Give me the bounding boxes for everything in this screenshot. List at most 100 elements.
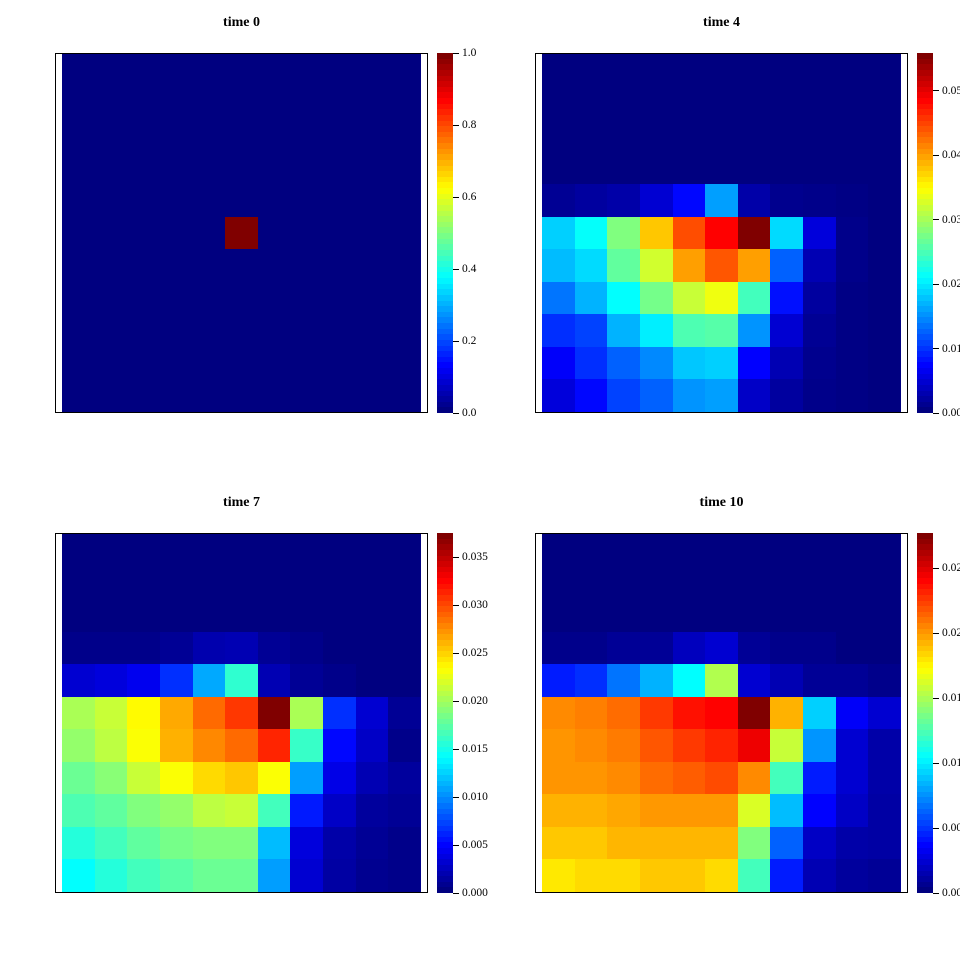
heatmap-cell bbox=[257, 151, 291, 185]
heatmap-cell bbox=[574, 281, 608, 315]
heatmap-cell bbox=[803, 151, 836, 185]
heatmap-cell bbox=[388, 54, 421, 87]
heatmap-cell bbox=[94, 379, 128, 412]
heatmap-cell bbox=[127, 216, 160, 250]
heatmap-cell bbox=[639, 314, 673, 347]
heatmap-cell bbox=[607, 761, 640, 795]
heatmap-cell bbox=[225, 314, 258, 347]
heatmap-cell bbox=[159, 184, 193, 217]
heatmap-cell bbox=[672, 249, 706, 282]
colorbar-band bbox=[437, 718, 453, 725]
heatmap-cell bbox=[62, 379, 95, 412]
colorbar-band bbox=[437, 606, 453, 612]
colorbar-band bbox=[917, 662, 933, 668]
colorbar-tick bbox=[453, 652, 459, 654]
panel-time-7: time 7 0.035 0.030 0.025 0.020 0.015 0.010 0.0… bbox=[0, 480, 488, 960]
heatmap-cell bbox=[770, 859, 804, 892]
colorbar-band bbox=[917, 199, 933, 205]
heatmap-cell bbox=[835, 566, 869, 600]
heatmap-cell bbox=[803, 696, 836, 730]
heatmap-cell bbox=[835, 631, 869, 665]
colorbar-band bbox=[917, 623, 933, 629]
heatmap-cell bbox=[705, 151, 738, 185]
heatmap-cell bbox=[355, 119, 389, 152]
panel-time-10: time 10 0.025 0.020 0.015 0.010 0.005 0.000 bbox=[480, 480, 960, 960]
colorbar-band bbox=[917, 814, 933, 820]
heatmap-cell bbox=[127, 86, 160, 120]
heatmap-cell bbox=[868, 794, 901, 827]
heatmap-cell bbox=[159, 631, 193, 665]
heatmap-cell bbox=[159, 86, 193, 120]
panel-title: time 10 bbox=[699, 495, 744, 510]
colorbar-band bbox=[917, 628, 933, 635]
heatmap-cell bbox=[770, 249, 804, 282]
colorbar-tick-label: 0.010 bbox=[942, 757, 960, 770]
heatmap-cell bbox=[705, 281, 738, 315]
heatmap-cell bbox=[290, 314, 324, 347]
heatmap-cell bbox=[290, 599, 324, 632]
heatmap-cell bbox=[192, 761, 226, 795]
colorbar-band bbox=[437, 323, 453, 329]
heatmap-cell bbox=[672, 119, 706, 152]
colorbar-band bbox=[917, 272, 933, 278]
heatmap-cell bbox=[868, 346, 901, 380]
colorbar-band bbox=[917, 763, 933, 770]
heatmap-cell bbox=[770, 281, 804, 315]
colorbar-band bbox=[917, 707, 933, 713]
heatmap-cell bbox=[770, 119, 804, 152]
heatmap-cell bbox=[607, 119, 640, 152]
heatmap-cell bbox=[639, 119, 673, 152]
heatmap-cell bbox=[542, 346, 575, 380]
heatmap-cell bbox=[94, 184, 128, 217]
heatmap-cell bbox=[323, 599, 356, 632]
colorbar-band bbox=[437, 825, 453, 832]
heatmap-cell bbox=[62, 664, 95, 697]
heatmap-cell bbox=[388, 151, 421, 185]
heatmap-cell bbox=[672, 631, 706, 665]
heatmap-cell bbox=[290, 346, 324, 380]
colorbar-band bbox=[437, 583, 453, 590]
colorbar-tick bbox=[453, 604, 459, 606]
heatmap-cell bbox=[868, 534, 901, 567]
heatmap-cell bbox=[388, 794, 421, 827]
colorbar-tick bbox=[453, 700, 459, 702]
heatmap-cell bbox=[770, 631, 804, 665]
heatmap-cell bbox=[94, 794, 128, 827]
colorbar-band bbox=[437, 634, 453, 640]
colorbar-band bbox=[917, 791, 933, 798]
colorbar-band bbox=[917, 533, 933, 539]
heatmap-cell bbox=[672, 566, 706, 600]
colorbar-band bbox=[917, 887, 933, 893]
heatmap-cell bbox=[639, 664, 673, 697]
colorbar-band bbox=[917, 171, 933, 177]
colorbar-band bbox=[437, 401, 453, 408]
heatmap-cell bbox=[835, 379, 869, 412]
colorbar-band bbox=[917, 853, 933, 860]
heatmap-cell bbox=[868, 249, 901, 282]
colorbar-band bbox=[917, 345, 933, 352]
heatmap-cell bbox=[607, 379, 640, 412]
heatmap-cell bbox=[770, 151, 804, 185]
colorbar-band bbox=[917, 617, 933, 623]
heatmap-cell bbox=[323, 346, 356, 380]
heatmap-cell bbox=[803, 216, 836, 250]
heatmap-cell bbox=[257, 184, 291, 217]
heatmap-cell bbox=[574, 664, 608, 697]
colorbar-tick-label: 0.05 bbox=[942, 84, 960, 97]
heatmap-cell bbox=[835, 216, 869, 250]
heatmap-cell bbox=[574, 761, 608, 795]
colorbar-tick bbox=[453, 556, 459, 558]
colorbar-band bbox=[917, 611, 933, 618]
colorbar-tick-label: 0.01 bbox=[942, 342, 960, 355]
colorbar-band bbox=[917, 724, 933, 730]
colorbar-band bbox=[917, 98, 933, 104]
heatmap-cell bbox=[192, 119, 226, 152]
colorbar-band bbox=[917, 165, 933, 172]
heatmap-cell bbox=[323, 794, 356, 827]
heatmap-cell bbox=[94, 631, 128, 665]
heatmap-cell bbox=[290, 534, 324, 567]
colorbar-band bbox=[917, 407, 933, 413]
colorbar-tick bbox=[453, 52, 459, 54]
heatmap-cell bbox=[94, 534, 128, 567]
heatmap-cell bbox=[803, 566, 836, 600]
